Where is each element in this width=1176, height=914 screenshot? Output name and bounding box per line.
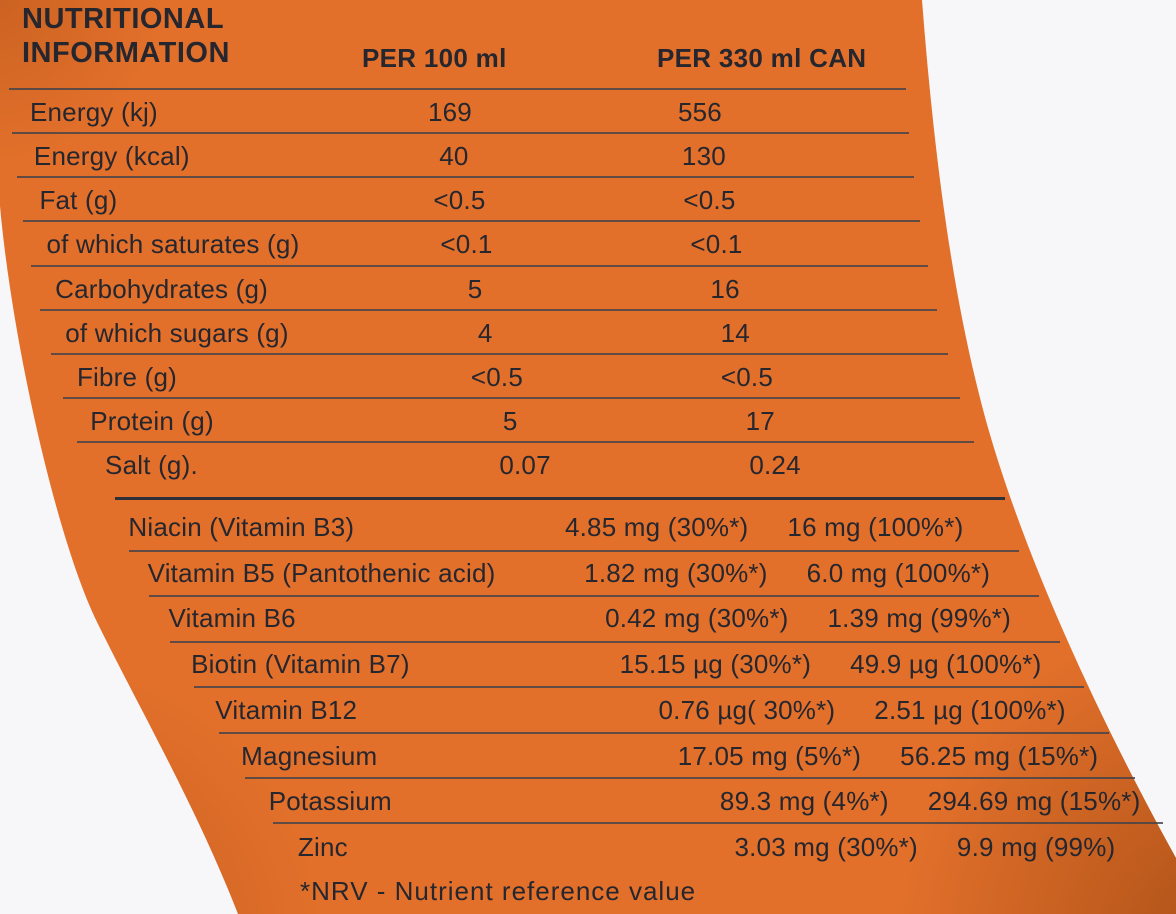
row-label: Fat (g) [39, 185, 118, 216]
value-per-330ml: 9.9 mg (99%) [956, 831, 1116, 862]
table-row: Magnesium 17.05 mg (5%*) 56.25 mg (15%*) [0, 741, 1176, 771]
row-divider [16, 176, 914, 179]
value-per-100ml: 4.85 mg (30%*) [564, 512, 749, 542]
value-per-100ml: <0.5 [470, 361, 524, 392]
value-per-100ml: 5 [502, 406, 518, 437]
value-per-330ml: 56.25 mg (15%*) [900, 740, 1099, 771]
value-per-330ml: 556 [677, 97, 722, 127]
table-row: Vitamin B12 0.76 µg( 30%*) 2.51 µg (100%*) [0, 695, 1176, 725]
row-divider [22, 220, 920, 223]
table-row: Vitamin B5 (Pantothenic acid) 1.82 mg (30… [0, 558, 1176, 588]
value-per-330ml: 2.51 µg (100%*) [874, 694, 1066, 725]
table-row: Energy (kcal) 40 130 [0, 141, 1176, 171]
value-per-100ml: 17.05 mg (5%*) [677, 740, 862, 771]
value-per-100ml: <0.5 [433, 185, 486, 216]
row-label: Vitamin B6 [168, 603, 296, 634]
table-row: Carbohydrates (g) 5 16 [0, 274, 1176, 304]
table-row: Zinc 3.03 mg (30%*) 9.9 mg (99%) [0, 832, 1176, 862]
value-per-330ml: 14 [720, 317, 750, 348]
row-label: Energy (kcal) [33, 141, 190, 172]
row-divider [170, 640, 1061, 643]
table-row: Potassium 89.3 mg (4%*) 294.69 mg (15%*) [0, 786, 1176, 816]
value-per-330ml: 130 [681, 141, 726, 172]
row-label: Biotin (Vitamin B7) [191, 649, 410, 680]
table-row: Fibre (g) <0.5 <0.5 [0, 362, 1176, 392]
table-row: Biotin (Vitamin B7) 15.15 µg (30%*) 49.9 µ… [0, 649, 1176, 679]
row-label: Vitamin B12 [215, 694, 358, 725]
value-per-330ml: 17 [745, 406, 775, 437]
table-row: Fat (g) <0.5 <0.5 [0, 185, 1176, 215]
value-per-100ml: 15.15 µg (30%*) [619, 649, 812, 680]
row-label: Carbohydrates (g) [55, 273, 269, 304]
section-divider [115, 497, 1006, 500]
value-per-330ml: 16 [710, 273, 740, 304]
row-divider [63, 397, 961, 400]
page-title: NUTRITIONAL INFORMATION [22, 2, 230, 70]
value-per-330ml: <0.5 [683, 185, 736, 216]
row-divider [11, 132, 909, 135]
row-divider [30, 264, 928, 267]
value-per-330ml: <0.5 [720, 361, 774, 392]
row-label: Fibre (g) [76, 361, 178, 392]
row-label: Vitamin B5 (Pantothenic acid) [147, 557, 496, 588]
row-label: Magnesium [241, 740, 378, 771]
row-divider [128, 550, 1019, 552]
row-divider [273, 822, 1164, 825]
row-divider [77, 441, 975, 444]
value-per-100ml: 4 [477, 317, 493, 348]
row-label: of which sugars (g) [65, 317, 289, 348]
row-label: Salt (g). [105, 450, 198, 481]
table-row: of which saturates (g) <0.1 <0.1 [0, 229, 1176, 259]
row-divider [50, 352, 948, 355]
value-per-330ml: 49.9 µg (100%*) [850, 649, 1042, 680]
table-row: Protein (g) 5 17 [0, 406, 1176, 436]
value-per-330ml: 0.24 [749, 450, 801, 481]
row-label: Potassium [268, 786, 392, 817]
value-per-100ml: 0.76 µg( 30%*) [658, 694, 836, 725]
column-header-per-100ml: PER 100 ml [362, 43, 507, 73]
value-per-100ml: 5 [467, 273, 483, 304]
value-per-330ml: 294.69 mg (15%*) [927, 786, 1141, 817]
table-row: of which sugars (g) 4 14 [0, 318, 1176, 348]
row-divider [193, 686, 1084, 689]
row-label: Zinc [297, 831, 348, 862]
value-per-330ml: <0.1 [690, 229, 743, 260]
row-label: Protein (g) [90, 406, 214, 437]
title-line-2: INFORMATION [22, 37, 230, 69]
row-divider [148, 595, 1039, 598]
row-divider [40, 308, 937, 311]
table-row: Salt (g). 0.07 0.24 [0, 450, 1176, 480]
value-per-100ml: 3.03 mg (30%*) [734, 831, 918, 862]
value-per-330ml: 16 mg (100%*) [787, 512, 964, 542]
row-divider [218, 731, 1109, 734]
value-per-330ml: 6.0 mg (100%*) [806, 557, 991, 588]
table-row: Niacin (Vitamin B3) 4.85 mg (30%*) 16 mg (… [0, 512, 1176, 542]
value-per-100ml: 0.42 mg (30%*) [605, 603, 789, 634]
row-divider [8, 88, 906, 90]
table-row: Vitamin B6 0.42 mg (30%*) 1.39 mg (99%*) [0, 603, 1176, 633]
value-per-100ml: 40 [439, 141, 469, 172]
value-per-100ml: 1.82 mg (30%*) [584, 557, 768, 588]
row-label: Energy (kj) [29, 97, 158, 127]
row-divider [245, 777, 1136, 779]
value-per-330ml: 1.39 mg (99%*) [827, 603, 1011, 634]
title-line-1: NUTRITIONAL [22, 3, 225, 35]
value-per-100ml: <0.1 [440, 229, 493, 260]
value-per-100ml: 0.07 [499, 450, 551, 481]
value-per-100ml: 169 [427, 97, 472, 127]
row-label: Niacin (Vitamin B3) [128, 512, 355, 542]
row-label: of which saturates (g) [46, 229, 300, 260]
column-header-per-330ml: PER 330 ml CAN [657, 43, 867, 73]
footnote: *NRV - Nutrient reference value [300, 876, 697, 906]
value-per-100ml: 89.3 mg (4%*) [719, 786, 889, 817]
table-row: Energy (kj) 169 556 [0, 97, 1176, 127]
